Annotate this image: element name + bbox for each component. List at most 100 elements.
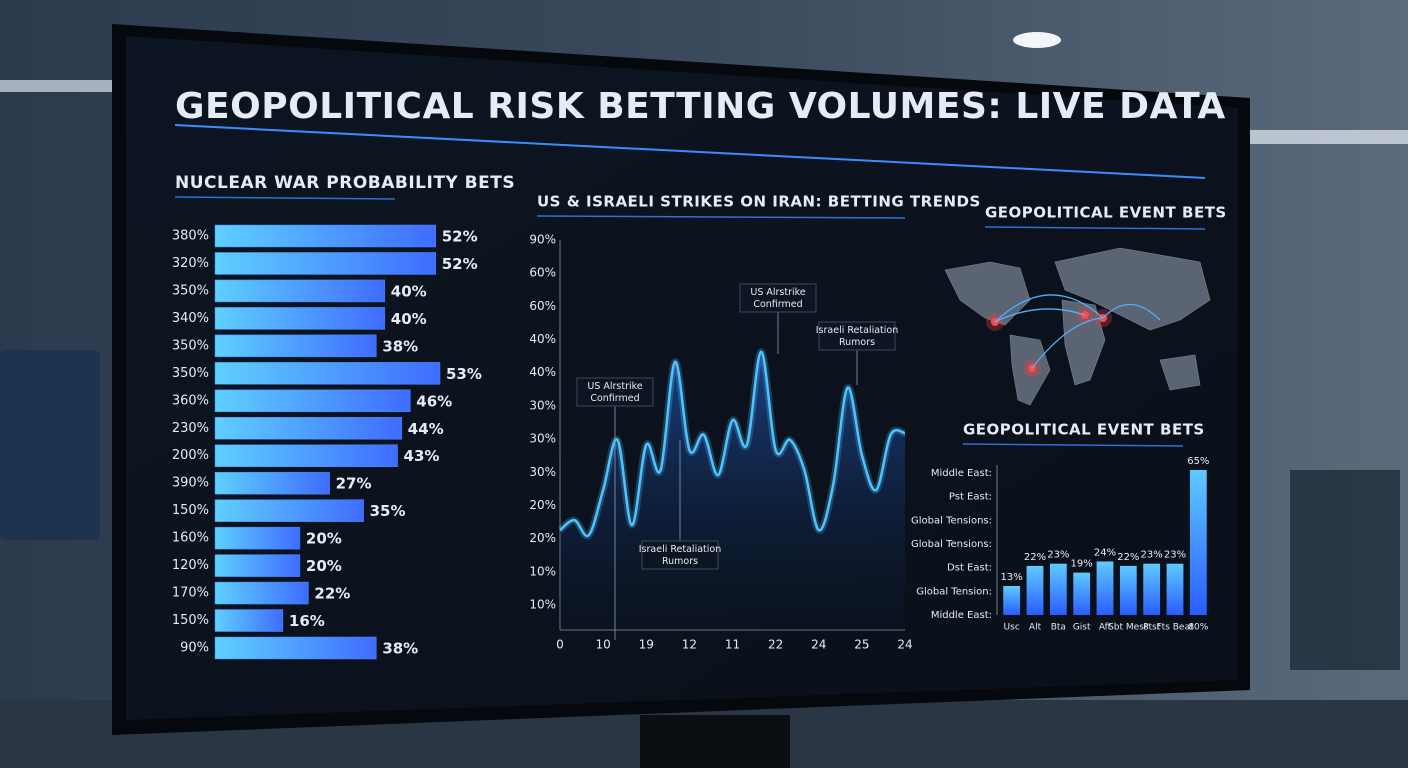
annotation-box — [576, 377, 654, 407]
value-label: 20% — [306, 530, 342, 548]
x-tick-label: Bta — [1051, 623, 1066, 633]
bar — [214, 636, 377, 660]
chart-title: GEOPOLITICAL EVENT BETS — [985, 204, 1227, 222]
bar — [1073, 572, 1091, 615]
value-label: 53% — [446, 365, 482, 383]
y-axis-label: 10% — [529, 598, 556, 612]
bar — [1026, 565, 1044, 615]
y-tick-label: 350% — [172, 283, 209, 298]
x-tick-label: 11 — [725, 638, 740, 652]
value-label: 46% — [416, 392, 452, 410]
bar — [214, 417, 403, 440]
bar — [214, 362, 441, 385]
bar — [1166, 563, 1184, 615]
y-tick-label: 360% — [172, 393, 209, 408]
title-underline — [536, 215, 906, 219]
value-label: 23% — [1164, 550, 1186, 561]
value-label: 35% — [370, 502, 406, 520]
map-landmass — [944, 261, 1031, 326]
chart-title: US & ISRAELI STRIKES ON IRAN: BETTING TR… — [537, 193, 981, 211]
annotation: Israeli Retaliation Rumors — [639, 544, 722, 567]
y-axis-label: Global Tensions: — [911, 515, 992, 526]
y-axis-label: 60% — [529, 266, 556, 280]
bar — [214, 307, 386, 330]
x-tick-label: 22 — [768, 638, 783, 652]
annotation: US Alrstrike Confirmed — [587, 381, 642, 404]
title-underline — [962, 443, 1184, 447]
y-axis-label: 40% — [529, 365, 556, 379]
value-label: 23% — [1047, 550, 1069, 561]
bar — [214, 471, 330, 495]
y-axis-label: 10% — [529, 564, 556, 578]
annotation-box — [641, 540, 719, 570]
x-tick-label: 24 — [811, 638, 826, 652]
value-label: 44% — [408, 420, 444, 438]
map-arc — [994, 294, 1104, 323]
y-axis-label: Middle East: — [931, 468, 992, 479]
y-axis-label: Middle East: — [931, 610, 992, 621]
y-tick-label: 380% — [172, 229, 209, 244]
value-label: 24% — [1094, 547, 1116, 558]
y-axis-label: 30% — [529, 398, 556, 412]
y-tick-label: 150% — [172, 503, 209, 518]
map-arc — [1031, 317, 1104, 369]
y-axis-label: 60% — [529, 299, 556, 313]
bar — [214, 279, 386, 303]
x-tick-label: Usc — [1004, 623, 1020, 633]
value-label: 22% — [1117, 552, 1139, 563]
value-label: 23% — [1141, 550, 1163, 561]
bar — [1003, 586, 1021, 615]
value-label: 40% — [391, 310, 427, 328]
x-tick-label: 0 — [556, 638, 564, 652]
value-label: 22% — [1024, 552, 1046, 563]
bar — [214, 609, 284, 632]
annotation-box — [739, 283, 817, 313]
bar — [214, 389, 411, 413]
bar — [214, 499, 364, 522]
value-label: 22% — [314, 585, 350, 603]
bar — [214, 334, 377, 358]
map-arc — [1102, 303, 1161, 321]
y-axis-label: 30% — [529, 432, 556, 446]
y-tick-label: 390% — [172, 476, 209, 491]
value-label: 38% — [382, 640, 418, 658]
bar — [214, 526, 301, 550]
title-underline — [174, 124, 1206, 179]
value-label: 19% — [1071, 559, 1093, 570]
ceiling-light — [0, 80, 115, 92]
x-tick-label: Ptst — [1143, 623, 1161, 633]
value-label: 65% — [1187, 456, 1209, 467]
value-label: 52% — [442, 228, 478, 246]
y-tick-label: 150% — [172, 613, 209, 628]
ceiling-light — [1250, 130, 1408, 144]
bar — [1119, 565, 1137, 615]
y-tick-label: 350% — [172, 366, 209, 381]
bar — [214, 252, 437, 275]
x-tick-label: 12 — [682, 638, 697, 652]
bar — [214, 581, 309, 605]
y-axis-label: Pst East: — [949, 492, 992, 503]
x-tick-label: 19 — [639, 638, 654, 652]
y-tick-label: 160% — [172, 531, 209, 546]
y-axis-label: Dst East: — [947, 563, 992, 574]
value-label: 16% — [289, 612, 325, 630]
x-tick-label: Gist — [1073, 623, 1091, 633]
title-underline — [174, 196, 396, 200]
bar — [1096, 561, 1114, 615]
y-tick-label: 230% — [172, 421, 209, 436]
y-axis-label: 20% — [529, 531, 556, 545]
monitor-screen — [126, 36, 1238, 720]
y-axis-label: 20% — [529, 498, 556, 512]
bar — [214, 554, 301, 577]
bar — [214, 444, 398, 467]
y-axis-label: Global Tensions: — [911, 539, 992, 550]
value-label: 13% — [1001, 572, 1023, 583]
map-landmass — [1159, 354, 1201, 391]
person-silhouette — [1290, 470, 1400, 670]
value-label: 38% — [382, 337, 418, 355]
map-arc — [994, 308, 1086, 323]
chart-title: GEOPOLITICAL EVENT BETS — [963, 421, 1205, 439]
x-tick-label: 10 — [595, 638, 610, 652]
